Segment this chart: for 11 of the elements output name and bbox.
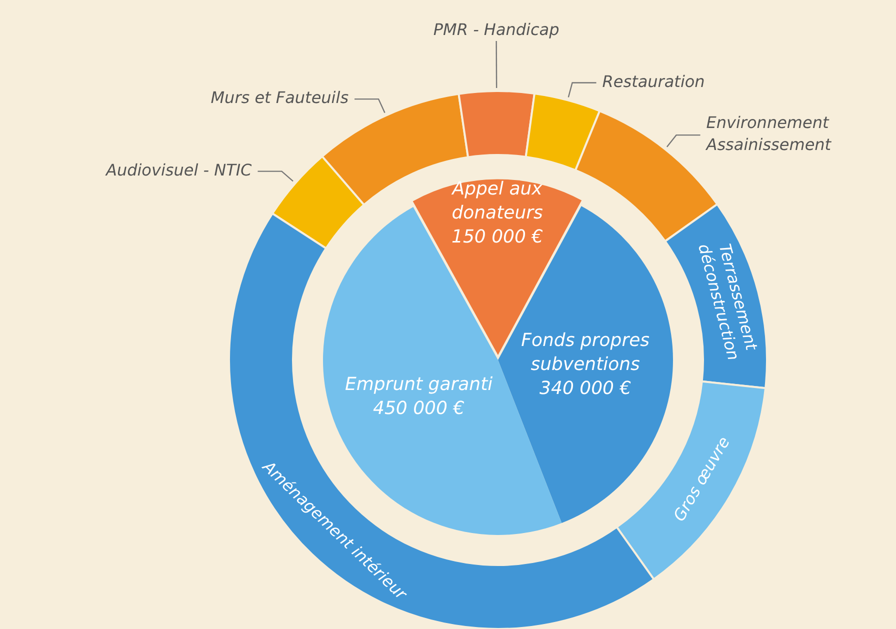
slice-label: Emprunt garanti <box>344 374 493 395</box>
slice-label: Murs et Fauteuils <box>210 88 349 108</box>
data-label: 450 000 € <box>373 398 465 419</box>
slice-label: PMR - Handicap <box>433 20 560 40</box>
slice-label: Appel aux donateurs <box>451 178 543 224</box>
slice-label: Environnement Assainissement <box>705 113 832 154</box>
data-label: 150 000 € <box>451 226 544 248</box>
data-label: 340 000 € <box>540 378 632 400</box>
slice-label: Fonds propres subventions <box>521 330 650 376</box>
slice-label: Restauration <box>602 72 705 91</box>
slice-label: Audiovisuel - NTIC <box>104 160 253 180</box>
